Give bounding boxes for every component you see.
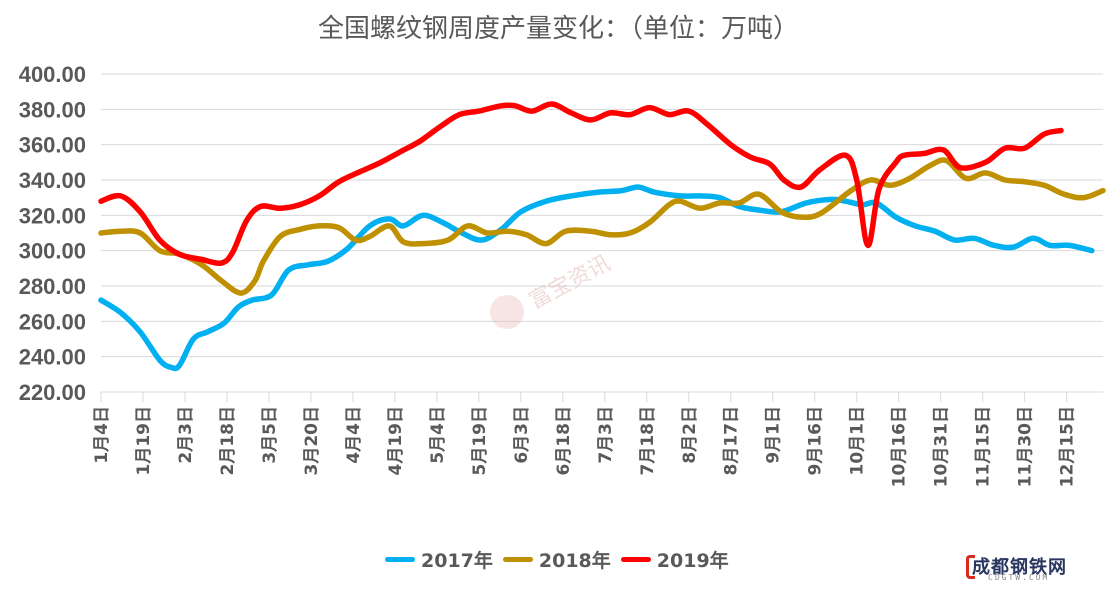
x-tick-label: 3月5日 [260,406,280,464]
y-tick-label: 400.00 [19,62,86,87]
y-tick-label: 300.00 [19,239,86,264]
x-tick-label: 12月15日 [1058,406,1078,487]
legend-swatch-2017 [385,557,415,562]
x-tick-label: 5月4日 [428,406,448,464]
x-tick-label: 4月4日 [344,406,364,464]
legend-item-2019[interactable]: 2019年 [620,546,729,573]
y-tick-label: 260.00 [19,309,86,334]
y-tick-label: 360.00 [19,133,86,158]
x-tick-label: 3月20日 [302,406,322,476]
x-tick-label: 11月30日 [1016,406,1036,487]
y-tick-label: 340.00 [19,168,86,193]
x-tick-label: 2月18日 [218,406,238,476]
y-tick-label: 280.00 [19,274,86,299]
watermark-logo-icon [490,295,524,329]
y-tick-label: 220.00 [19,380,86,405]
chart-title: 全国螺纹钢周度产量变化：（单位：万吨） [317,14,799,44]
x-tick-label: 7月3日 [596,406,616,464]
y-tick-label: 320.00 [19,203,86,228]
series-lines [98,101,1106,372]
x-tick-label: 8月2日 [680,406,700,464]
site-logo: 成都钢铁网 CDGTW.COM [966,553,1090,583]
x-tick-label: 8月17日 [722,406,742,476]
legend-label-2019: 2019年 [656,550,729,572]
legend: 2017年 2018年 2019年 [385,546,739,573]
logo-bracket-icon [966,555,975,579]
legend-label-2018: 2018年 [538,550,611,572]
series-line-2019 [98,101,1064,267]
watermark: 富宝资讯 [490,251,640,345]
x-tick-label: 7月18日 [638,406,658,476]
x-tick-label: 9月16日 [806,406,826,476]
x-tick-label: 10月31日 [932,406,952,487]
x-tick-label: 1月19日 [134,406,154,476]
y-tick-label: 240.00 [19,345,86,370]
legend-label-2017: 2017年 [421,550,493,572]
y-tick-label: 380.00 [19,97,86,122]
legend-item-2017[interactable]: 2017年 [385,546,493,573]
gridlines [101,73,1103,358]
x-tick-label: 11月15日 [974,406,994,487]
legend-item-2018[interactable]: 2018年 [502,546,611,573]
x-tick-label: 6月3日 [512,406,532,464]
logo-subtext: CDGTW.COM [988,573,1050,582]
logo-text: 成都钢铁网 [972,557,1067,578]
legend-swatch-2018 [502,557,533,562]
x-tick-label: 2月3日 [176,406,196,464]
x-tick-label: 10月1日 [848,406,868,476]
x-tick-label: 4月19日 [386,406,406,476]
x-axis: 1月4日 1月19日 2月3日 2月18日 3月5日 3月20日 4月4日 4月19日 5月4日… [92,391,1103,487]
y-axis: 400.00 380.00 360.00 340.00 320.00 300.00 280.… [19,62,86,405]
x-tick-label: 6月18日 [554,406,574,476]
legend-swatch-2019 [620,557,651,562]
x-tick-label: 9月1日 [764,406,784,464]
x-tick-label: 10月16日 [890,406,910,487]
x-tick-label: 1月4日 [92,406,112,464]
x-tick-label: 5月19日 [470,406,490,476]
